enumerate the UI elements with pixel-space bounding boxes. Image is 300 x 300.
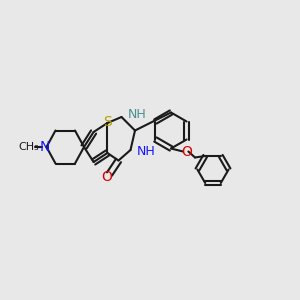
Text: O: O [101,170,112,184]
Text: O: O [181,145,192,158]
Text: S: S [103,115,112,128]
Text: NH: NH [137,145,156,158]
Text: NH: NH [128,108,147,121]
Text: N: N [40,140,50,154]
Text: CH₃: CH₃ [19,142,40,152]
